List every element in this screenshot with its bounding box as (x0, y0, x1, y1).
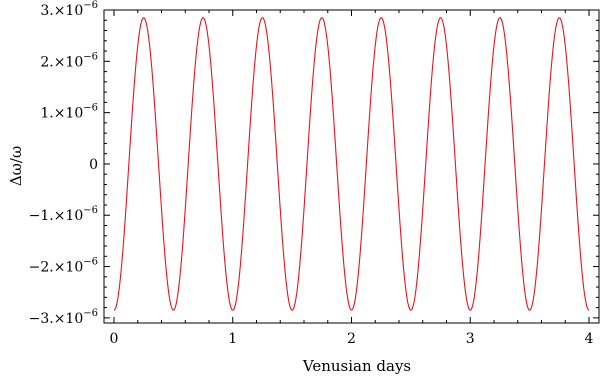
y-tick-label: 3.×10−6 (40, 0, 98, 19)
y-tick-mantissa: −1.×10 (29, 208, 84, 224)
y-axis-label: Δω/ω (7, 146, 25, 186)
y-tick-label: 1.×10−6 (40, 103, 98, 122)
x-tick-label: 1 (228, 331, 237, 347)
x-tick-label: 2 (347, 331, 356, 347)
y-tick-exponent: −6 (83, 103, 98, 114)
series-line (113, 17, 590, 311)
y-tick-mantissa: −2.×10 (29, 260, 84, 276)
y-tick-mantissa: 0 (89, 157, 98, 173)
x-axis-label: Venusian days (302, 357, 411, 375)
y-tick-mantissa: 3.×10 (40, 3, 83, 19)
x-tick-label: 3 (466, 331, 475, 347)
y-tick-label: 0 (89, 157, 98, 173)
y-tick-label: −3.×10−6 (29, 308, 98, 327)
y-axis: 3.×10−62.×10−61.×10−60−1.×10−6−2.×10−6−3… (29, 0, 599, 327)
y-tick-exponent: −6 (83, 257, 98, 268)
x-axis: 0 1 2 3 4 (110, 10, 594, 347)
x-tick-label: 4 (585, 331, 594, 347)
plot-frame (103, 9, 600, 324)
y-tick-label: 2.×10−6 (40, 51, 98, 70)
y-tick-exponent: −6 (83, 308, 98, 319)
y-tick-exponent: −6 (83, 51, 98, 62)
y-tick-exponent: −6 (83, 205, 98, 216)
series-layer (113, 17, 590, 311)
x-tick-label: 0 (110, 331, 119, 347)
y-tick-label: −1.×10−6 (29, 205, 98, 224)
y-tick-mantissa: 2.×10 (40, 54, 83, 70)
y-tick-exponent: −6 (83, 0, 98, 11)
y-tick-label: −2.×10−6 (29, 257, 98, 276)
y-tick-mantissa: −3.×10 (29, 311, 84, 327)
y-tick-mantissa: 1.×10 (40, 106, 83, 122)
